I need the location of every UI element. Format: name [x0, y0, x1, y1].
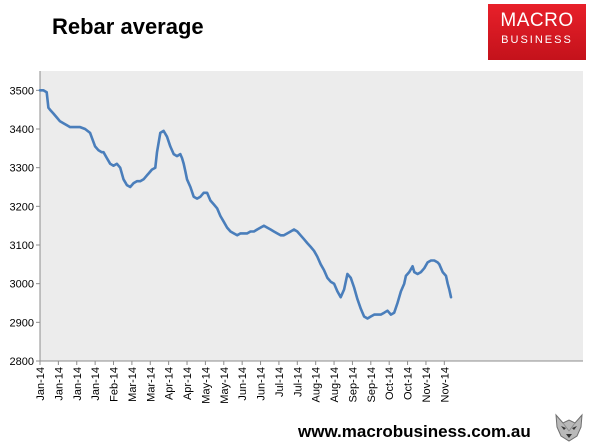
x-tick-label: Sep-14 — [366, 367, 378, 402]
x-tick-label: Sep-14 — [347, 367, 359, 402]
x-tick-label: Nov-14 — [439, 367, 451, 402]
x-tick-label: Apr-14 — [164, 367, 176, 400]
x-tick-label: Jul-14 — [274, 367, 286, 397]
x-tick-label: Jan-14 — [72, 367, 84, 401]
x-tick-label: Feb-14 — [109, 367, 121, 402]
x-tick-label: Apr-14 — [182, 367, 194, 400]
logo-line-1: MACRO — [500, 10, 574, 31]
y-tick-label: 2900 — [10, 317, 34, 329]
wolf-logo-icon — [552, 412, 586, 443]
y-tick-label: 3200 — [10, 201, 34, 213]
x-tick-label: Jan-14 — [35, 367, 47, 401]
x-tick-label: Mar-14 — [127, 367, 139, 402]
y-tick-label: 3500 — [10, 85, 34, 97]
x-tick-label: Jan-14 — [90, 367, 102, 401]
x-tick-label: Aug-14 — [311, 367, 323, 402]
plot-area — [40, 71, 583, 361]
x-tick-label: Nov-14 — [421, 367, 433, 402]
x-tick-label: Oct-14 — [403, 367, 415, 400]
footer-url: www.macrobusiness.com.au — [298, 422, 531, 441]
y-tick-label: 3300 — [10, 163, 34, 175]
y-tick-label: 3400 — [10, 124, 34, 136]
x-tick-label: May-14 — [219, 367, 231, 404]
chart-title: Rebar average — [52, 14, 204, 39]
rebar-series-line — [38, 89, 453, 320]
x-tick-label: Jun-14 — [256, 367, 268, 401]
x-tick-label: Mar-14 — [145, 367, 157, 402]
y-tick-label: 3100 — [10, 240, 34, 252]
x-tick-label: May-14 — [200, 367, 212, 404]
logo-line-2: BUSINESS — [501, 34, 573, 46]
x-tick-label: Jan-14 — [53, 367, 65, 401]
x-tick-label: Oct-14 — [384, 367, 396, 400]
x-tick-label: Jun-14 — [237, 367, 249, 401]
x-tick-label: Jul-14 — [292, 367, 304, 397]
macro-business-logo: MACRO BUSINESS — [488, 4, 586, 60]
y-tick-label: 2800 — [10, 356, 34, 368]
y-tick-label: 3000 — [10, 279, 34, 291]
x-tick-label: Aug-14 — [329, 367, 341, 402]
